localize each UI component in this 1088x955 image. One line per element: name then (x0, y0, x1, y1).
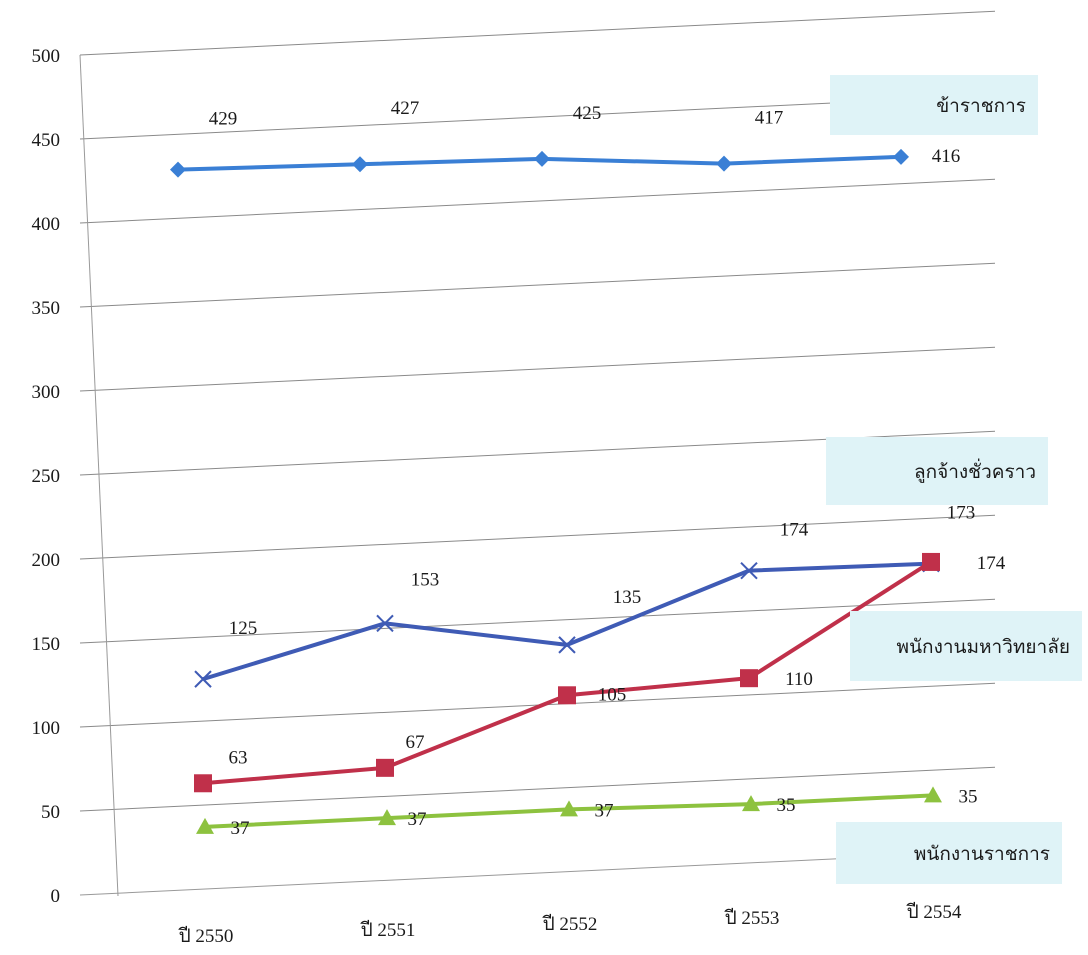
legend-label: พนักงานมหาวิทยาลัย (897, 636, 1070, 658)
data-label: 135 (613, 587, 642, 608)
x-marker (194, 670, 212, 688)
legend-item: พนักงานราชการ (836, 822, 1062, 884)
legend-item: ลูกจ้างชั่วคราว (826, 437, 1048, 505)
triangle-marker (196, 817, 214, 834)
y-axis-line (79, 54, 119, 897)
data-label: 37 (595, 800, 614, 821)
y-tick-label: 250 (32, 466, 61, 487)
data-labels: 429 427 425 417 416 125 153 135 174 173 63 67 105 110… (209, 98, 1006, 839)
legend-label: พนักงานราชการ (914, 843, 1050, 865)
legend-box (836, 822, 1062, 884)
data-label: 37 (231, 818, 250, 839)
x-marker (558, 636, 576, 654)
gridline-400 (79, 178, 996, 224)
legend: ข้าราชการลูกจ้างชั่วคราวพนักงานมหาวิทยาล… (826, 75, 1082, 884)
triangle-marker (742, 795, 760, 812)
gridline-150 (79, 598, 996, 644)
data-label: 173 (947, 503, 976, 524)
x-tick-label: ปี 2552 (542, 913, 598, 935)
square-marker (922, 552, 940, 571)
gridline-350 (79, 262, 996, 308)
data-label: 429 (209, 109, 238, 130)
data-label: 174 (780, 520, 809, 541)
data-label: 153 (411, 569, 440, 590)
square-marker (376, 758, 394, 777)
y-tick-label: 400 (32, 214, 61, 235)
y-tick-label: 0 (51, 886, 61, 907)
series-line (202, 561, 932, 682)
gridline-300 (79, 346, 996, 392)
series-line (202, 560, 933, 786)
legend-box (850, 611, 1082, 681)
gridline-200 (79, 514, 996, 560)
triangle-marker (924, 786, 942, 803)
x-marker-stroke (376, 614, 394, 633)
data-label: 63 (229, 747, 248, 768)
data-label: 105 (598, 684, 627, 705)
triangle-marker (378, 809, 396, 826)
y-axis-ticks: 0 50 100 150 200 250 300 350 400 450 500 (32, 46, 61, 907)
x-marker-stroke (194, 670, 212, 688)
diamond-marker (170, 161, 186, 178)
data-label: 427 (391, 98, 420, 119)
data-label: 37 (408, 809, 427, 830)
x-marker-stroke (558, 636, 576, 654)
square-marker (740, 669, 758, 688)
diamond-marker (716, 155, 732, 172)
y-tick-label: 100 (32, 718, 61, 739)
x-axis-ticks: ปี 2550 ปี 2551 ปี 2552 ปี 2553 ปี 2554 (178, 901, 962, 947)
square-marker (194, 774, 212, 793)
x-tick-label: ปี 2554 (906, 901, 962, 923)
triangle-marker (560, 800, 578, 817)
data-label: 35 (777, 795, 796, 816)
y-tick-label: 350 (32, 298, 61, 319)
data-label: 417 (755, 108, 784, 129)
x-tick-label: ปี 2553 (724, 907, 780, 929)
diamond-marker (534, 150, 550, 167)
gridline-500 (79, 10, 996, 56)
gridline-50 (79, 766, 996, 812)
x-tick-label: ปี 2551 (360, 919, 416, 941)
legend-box (830, 75, 1038, 135)
data-label: 125 (229, 618, 258, 639)
data-label: 416 (932, 146, 961, 167)
x-tick-label: ปี 2550 (178, 925, 234, 947)
y-tick-label: 300 (32, 382, 61, 403)
series-layer (170, 148, 942, 834)
y-tick-label: 150 (32, 634, 61, 655)
data-label: 35 (959, 786, 978, 807)
data-label: 425 (573, 103, 602, 124)
legend-item: พนักงานมหาวิทยาลัย (850, 611, 1082, 681)
y-tick-label: 500 (32, 46, 61, 67)
x-marker-stroke (740, 561, 758, 580)
x-marker (740, 561, 758, 580)
diamond-marker (893, 148, 909, 165)
data-label: 110 (785, 669, 813, 690)
y-tick-label: 50 (41, 802, 60, 823)
x-marker (376, 614, 394, 633)
legend-label: ข้าราชการ (936, 95, 1026, 117)
y-tick-label: 200 (32, 550, 61, 571)
legend-label: ลูกจ้างชั่วคราว (914, 458, 1036, 483)
data-label: 174 (977, 553, 1006, 574)
diamond-marker (352, 156, 368, 173)
square-marker (558, 686, 576, 705)
legend-item: ข้าราชการ (830, 75, 1038, 135)
data-label: 67 (406, 732, 425, 753)
legend-box (826, 437, 1048, 505)
y-tick-label: 450 (32, 130, 61, 151)
